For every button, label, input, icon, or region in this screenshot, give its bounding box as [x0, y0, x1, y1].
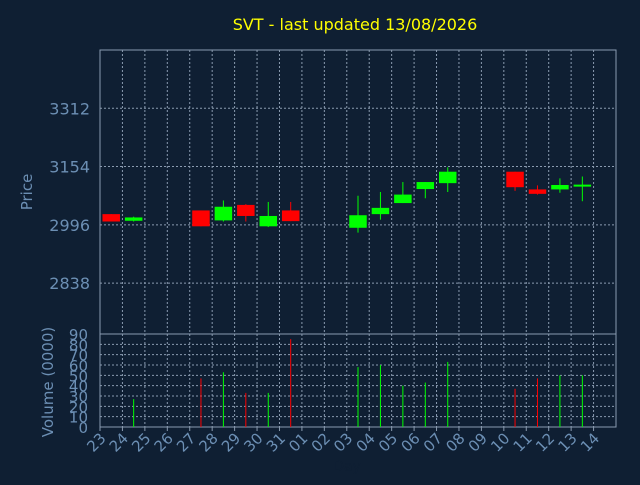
volume-tick-label: 40: [69, 378, 88, 396]
price-tick-label: 3154: [49, 158, 90, 177]
volume-tick-label: 70: [69, 347, 88, 365]
candle-body: [573, 184, 592, 187]
candle-body: [281, 210, 300, 222]
candle-body: [259, 215, 278, 227]
candle-body: [214, 206, 233, 221]
candle-body: [237, 204, 255, 216]
volume-tick-label: 90: [69, 326, 88, 344]
candle-body: [551, 184, 569, 190]
volume-axis-label: Volume (0000): [39, 327, 57, 437]
price-tick-label: 2996: [49, 216, 90, 235]
candle-body: [371, 207, 390, 215]
candle-body: [416, 182, 435, 190]
x-axis-label: Day: [333, 459, 361, 475]
price-panel: 2838 2996 3154 3312: [49, 49, 617, 335]
candle-body: [102, 214, 120, 222]
volume-tick-label: 30: [69, 388, 88, 406]
price-tick-label: 2838: [49, 274, 90, 293]
candle-body: [438, 171, 457, 184]
candle-body: [192, 210, 210, 227]
volume-tick-label: 60: [69, 357, 88, 375]
candle-body: [394, 194, 412, 204]
volume-tick-label: 20: [69, 398, 88, 416]
day-tick-labels: 2324252627282930310102030405060708091011…: [83, 427, 603, 456]
price-axis-label: Price: [18, 174, 36, 211]
candle-body: [349, 215, 367, 228]
candle-body: [528, 189, 547, 194]
price-tick-label: 3312: [49, 99, 90, 118]
volume-tick-label: 10: [69, 409, 88, 427]
volume-tick-label: 50: [69, 367, 88, 385]
volume-tick-label: 0: [78, 419, 88, 437]
candle-body: [506, 171, 524, 188]
day-tick-label: 14: [577, 429, 603, 455]
volume-tick-label: 80: [69, 336, 88, 354]
candle-body: [124, 217, 143, 221]
chart-title: SVT - last updated 13/08/2026: [233, 15, 478, 34]
